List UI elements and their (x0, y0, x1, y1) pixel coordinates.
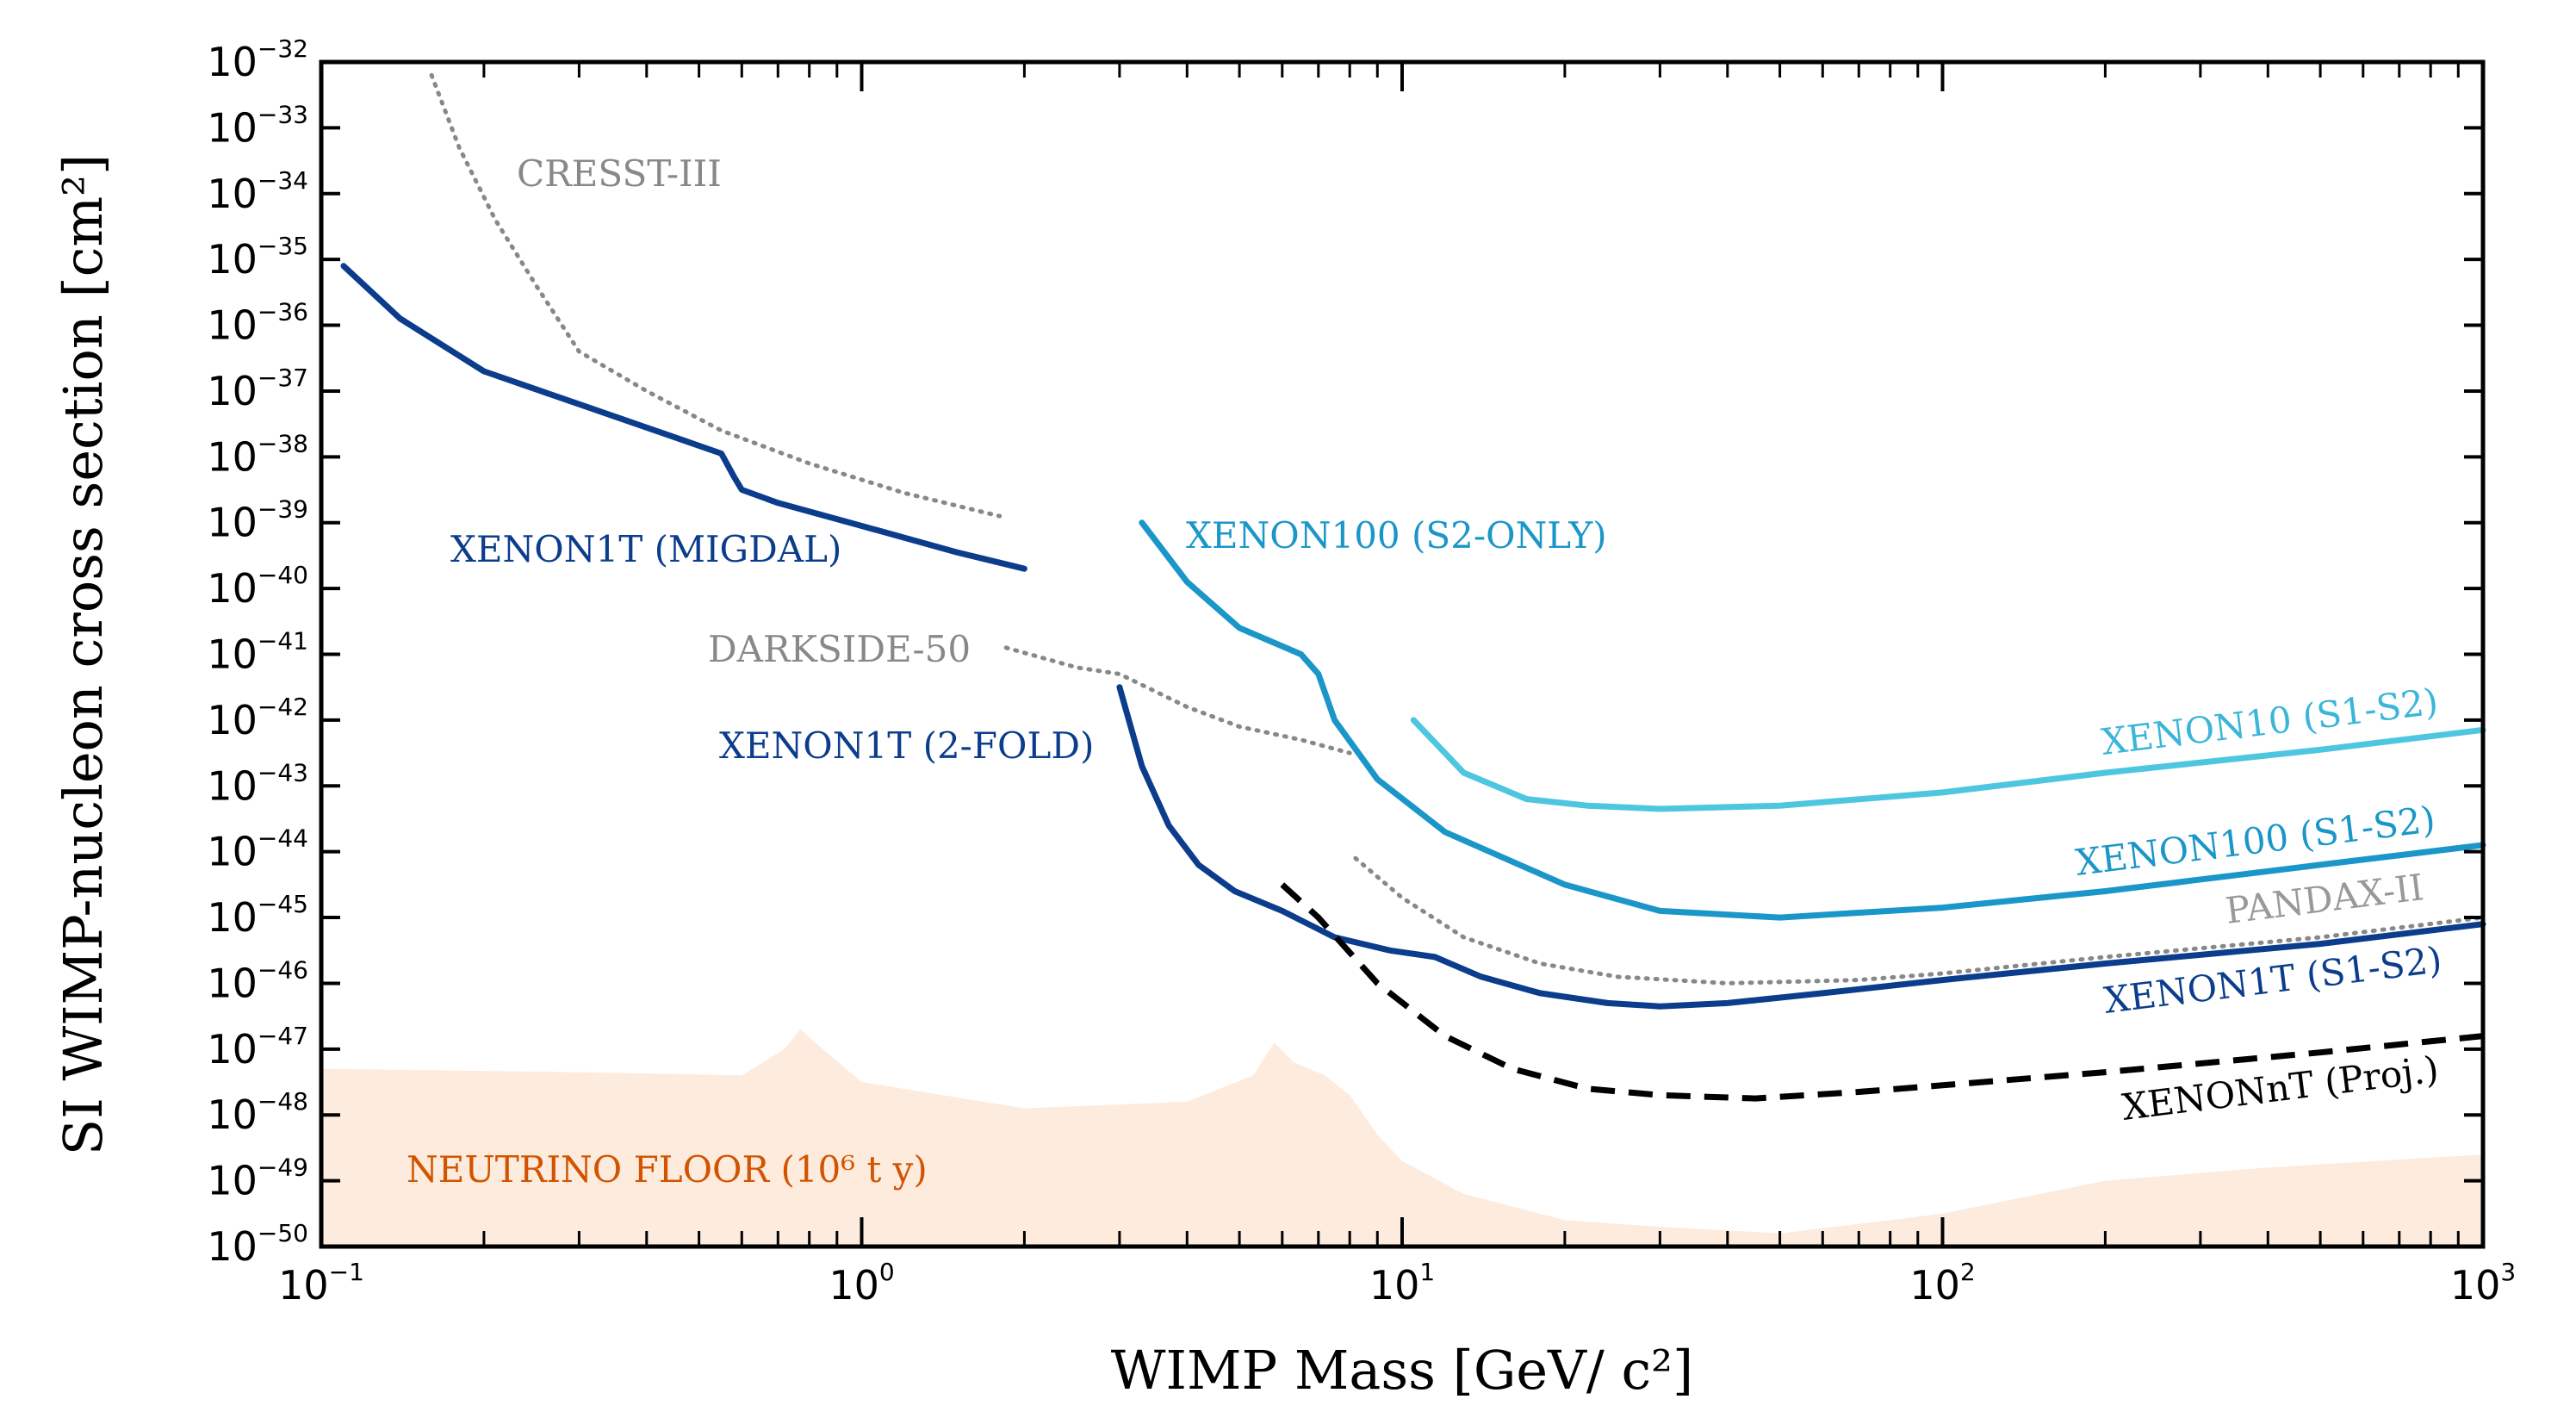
y-tick-base: 10 (207, 762, 258, 809)
y-tick-label: 10−49 (207, 1154, 308, 1204)
xenon100-s2-only-curve (1139, 519, 2486, 921)
y-tick-label: 10−33 (207, 100, 308, 151)
y-tick-exponent: −47 (258, 1022, 308, 1050)
x-tick-exponent: 0 (879, 1258, 895, 1286)
x-tick-label: 10−1 (278, 1258, 364, 1309)
y-tick-label: 10−50 (207, 1219, 308, 1270)
xenonnt-proj-curve (1280, 882, 2484, 1102)
y-tick-exponent: −35 (258, 232, 308, 260)
y-tick-base: 10 (207, 631, 258, 678)
y-tick-base: 10 (207, 894, 258, 941)
x-tick-exponent: 1 (1419, 1258, 1435, 1286)
y-tick-label: 10−34 (207, 166, 308, 217)
x-tick-exponent: 3 (2500, 1258, 2516, 1286)
x-tick-base: 10 (278, 1262, 329, 1309)
y-tick-label: 10−44 (207, 824, 308, 875)
y-tick-exponent: −42 (258, 693, 308, 721)
x-tick-label: 100 (829, 1258, 894, 1309)
y-tick-base: 10 (207, 1091, 258, 1138)
y-tick-label: 10−32 (207, 34, 308, 85)
y-tick-base: 10 (207, 960, 258, 1006)
y-tick-base: 10 (207, 236, 258, 283)
y-tick-exponent: −50 (258, 1219, 308, 1247)
y-tick-exponent: −41 (258, 627, 308, 656)
xenon1t-migdal-label: XENON1T (MIGDAL) (450, 528, 841, 570)
y-tick-base: 10 (207, 565, 258, 612)
y-tick-base: 10 (207, 829, 258, 875)
y-tick-label: 10−39 (207, 495, 308, 546)
y-tick-label: 10−47 (207, 1022, 308, 1073)
y-axis-title: SI WIMP-nucleon cross section [cm²] (52, 154, 115, 1155)
axis-ticks-layer: 10−3210−3310−3410−3510−3610−3710−3810−39… (207, 34, 2516, 1309)
neutrino-floor-area (321, 1029, 2483, 1247)
y-tick-label: 10−37 (207, 364, 308, 414)
pandax-ii-curve (1353, 855, 2486, 986)
y-tick-exponent: −43 (258, 758, 308, 787)
x-tick-exponent: −1 (329, 1258, 364, 1286)
xenon1t-2-fold-label: XENON1T (2-FOLD) (719, 724, 1094, 767)
y-tick-base: 10 (207, 39, 258, 85)
y-tick-label: 10−43 (207, 758, 308, 809)
y-tick-label: 10−38 (207, 429, 308, 480)
y-tick-label: 10−35 (207, 232, 308, 283)
y-tick-exponent: −48 (258, 1087, 308, 1116)
x-tick-label: 102 (1909, 1258, 1975, 1309)
y-tick-label: 10−40 (207, 561, 308, 612)
y-tick-exponent: −44 (258, 824, 308, 853)
y-tick-exponent: −45 (258, 890, 308, 918)
neutrino-floor-label: NEUTRINO FLOOR (10⁶ t y) (407, 1148, 928, 1191)
y-tick-label: 10−41 (207, 627, 308, 678)
y-tick-base: 10 (207, 171, 258, 217)
y-tick-exponent: −32 (258, 34, 308, 63)
cresst-iii-curve (429, 72, 1002, 519)
x-tick-exponent: 2 (1960, 1258, 1976, 1286)
y-tick-label: 10−45 (207, 890, 308, 941)
neutrino-floor-layer (321, 1029, 2483, 1247)
xenon1t-s1-s2-curve (1431, 921, 2486, 1010)
xenon10-s1-s2-label: XENON10 (S1-S2) (2099, 680, 2440, 763)
series-labels-layer: CRESST-III XENON1T (MIGDAL) DARKSIDE-50 XEN… (407, 152, 2444, 1191)
x-axis-title: WIMP Mass [GeV/ c²] (1111, 1339, 1693, 1402)
y-tick-base: 10 (207, 697, 258, 743)
y-tick-label: 10−46 (207, 955, 308, 1006)
y-tick-base: 10 (207, 368, 258, 414)
y-tick-exponent: −33 (258, 100, 308, 128)
y-tick-exponent: −49 (258, 1154, 308, 1182)
x-tick-label: 103 (2450, 1258, 2516, 1309)
x-tick-base: 10 (1369, 1262, 1420, 1309)
cresst-iii-label: CRESST-III (517, 152, 722, 195)
y-tick-exponent: −39 (258, 495, 308, 524)
y-tick-label: 10−42 (207, 693, 308, 743)
y-tick-exponent: −34 (258, 166, 308, 195)
y-tick-exponent: −36 (258, 298, 308, 326)
y-tick-base: 10 (207, 1223, 258, 1270)
y-tick-base: 10 (207, 302, 258, 349)
y-tick-base: 10 (207, 104, 258, 151)
y-tick-label: 10−48 (207, 1087, 308, 1138)
xenon1t-2-fold-curve (1116, 684, 1438, 961)
x-tick-base: 10 (829, 1262, 879, 1309)
darkside-50-label: DARKSIDE-50 (708, 628, 971, 670)
y-tick-base: 10 (207, 1026, 258, 1073)
xenon100-s2-only-label: XENON100 (S2-ONLY) (1186, 514, 1607, 557)
x-tick-label: 101 (1369, 1258, 1435, 1309)
y-tick-base: 10 (207, 1158, 258, 1204)
y-tick-exponent: −37 (258, 364, 308, 392)
y-tick-exponent: −40 (258, 561, 308, 589)
y-tick-exponent: −38 (258, 429, 308, 457)
x-tick-base: 10 (1909, 1262, 1960, 1309)
y-tick-base: 10 (207, 500, 258, 546)
xenon1t-migdal-curve (340, 263, 1027, 572)
y-tick-label: 10−36 (207, 298, 308, 349)
x-tick-base: 10 (2450, 1262, 2501, 1309)
plot-frame (319, 59, 2486, 1249)
xenonnt-proj-label: XENONnT (Proj.) (2120, 1048, 2441, 1129)
y-tick-base: 10 (207, 433, 258, 480)
exclusion-curves-layer (340, 72, 2486, 1102)
y-tick-exponent: −46 (258, 955, 308, 984)
xenon10-s1-s2-curve (1410, 717, 2486, 812)
darkside-50-curve (1003, 645, 1352, 756)
